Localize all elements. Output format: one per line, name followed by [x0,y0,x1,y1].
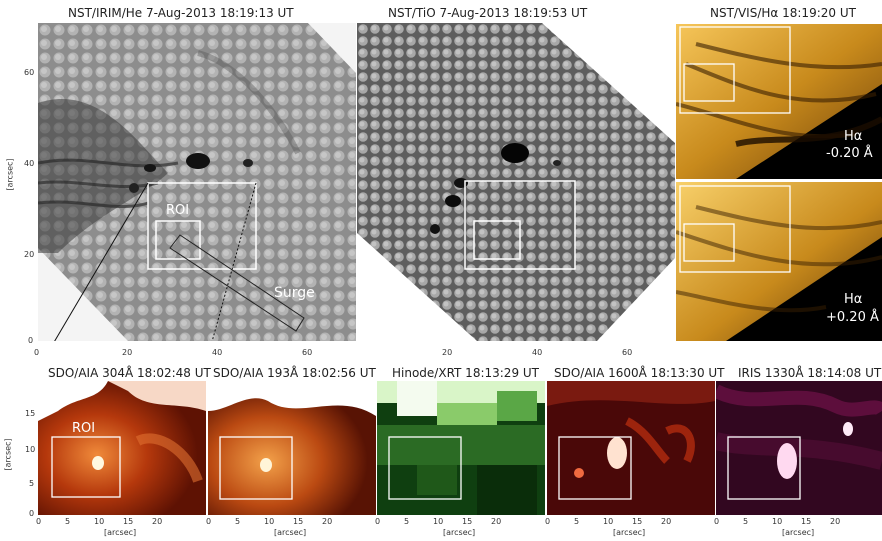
aia193-image [208,381,376,515]
top-xtick-20: 20 [122,348,133,357]
bottom-xtick: 5 [235,517,241,526]
xrt-image [377,381,545,515]
irim-title: NST/IRIM/He 7-Aug-2013 18:19:13 UT [68,6,294,20]
bottom-xtick: 5 [65,517,71,526]
bottom-xlabel: [arcsec] [274,528,307,537]
vis-halpha-upper: Hα -0.20 Å [676,24,882,179]
bottom-xtick: 15 [801,517,812,526]
vis-lower-line: Hα [844,292,863,307]
bottom-xtick: 20 [322,517,333,526]
aia304-title: SDO/AIA 304Å 18:02:48 UT [48,366,211,380]
bottom-ytick-0: 0 [29,509,35,518]
top-ylabel: [arcsec] [5,158,15,191]
bottom-xtick: 10 [772,517,783,526]
top-ytick-0: 0 [28,336,34,345]
surge-label: Surge [274,285,315,301]
top-xtick-40: 40 [212,348,223,357]
aia193-title: SDO/AIA 193Å 18:02:56 UT [213,366,376,380]
vis-upper-line: Hα [844,129,863,144]
vis-upper-offset: -0.20 Å [826,146,873,161]
bottom-ytick-15: 15 [25,409,36,418]
bottom-xtick: 5 [574,517,580,526]
bottom-xlabel: [arcsec] [782,528,815,537]
top-xtick-0: 0 [34,348,40,357]
iris-title: IRIS 1330Å 18:14:08 UT [738,366,882,380]
bottom-ytick-5: 5 [29,479,35,488]
iris-image [716,381,882,515]
bottom-xtick: 0 [714,517,720,526]
xrt-title: Hinode/XRT 18:13:29 UT [392,366,539,380]
vis-halpha-lower: Hα +0.20 Å [676,182,882,341]
bottom-xtick: 0 [545,517,551,526]
bottom-xtick: 20 [152,517,163,526]
irim-roi-label: ROI [166,203,190,218]
bottom-xlabel: [arcsec] [613,528,646,537]
irim-image: ROI Surge [38,23,356,341]
aia304-roi-label: ROI [72,421,96,436]
bottom-xtick: 15 [123,517,134,526]
aia1600-image [547,381,715,515]
bottom-xtick: 5 [743,517,749,526]
bottom-xtick: 20 [661,517,672,526]
bottom-xtick: 10 [94,517,105,526]
bottom-xtick: 15 [293,517,304,526]
bottom-xtick: 0 [206,517,212,526]
bottom-xtick: 10 [264,517,275,526]
bottom-ylabel: [arcsec] [3,438,13,471]
top-ytick-40: 40 [24,159,35,168]
bottom-xtick: 20 [830,517,841,526]
bottom-xtick: 5 [404,517,410,526]
bottom-xtick: 15 [632,517,643,526]
vis-title: NST/VIS/Hα 18:19:20 UT [710,6,856,20]
top-xtick-20b: 20 [442,348,453,357]
top-xtick-40b: 40 [532,348,543,357]
tio-image [357,23,675,341]
bottom-xtick: 15 [462,517,473,526]
top-ytick-20: 20 [24,250,35,259]
vis-lower-offset: +0.20 Å [826,310,879,325]
bottom-xtick: 0 [36,517,42,526]
top-xtick-60b: 60 [622,348,633,357]
aia304-image: ROI [38,381,206,515]
top-ytick-60: 60 [24,68,35,77]
bottom-xlabel: [arcsec] [104,528,137,537]
top-xtick-60: 60 [302,348,313,357]
bottom-xlabel: [arcsec] [443,528,476,537]
bottom-ytick-10: 10 [25,445,36,454]
aia1600-title: SDO/AIA 1600Å 18:13:30 UT [554,366,725,380]
bottom-xtick: 20 [491,517,502,526]
bottom-xtick: 10 [603,517,614,526]
bottom-xtick: 0 [375,517,381,526]
bottom-xtick: 10 [433,517,444,526]
tio-title: NST/TiO 7-Aug-2013 18:19:53 UT [388,6,588,20]
